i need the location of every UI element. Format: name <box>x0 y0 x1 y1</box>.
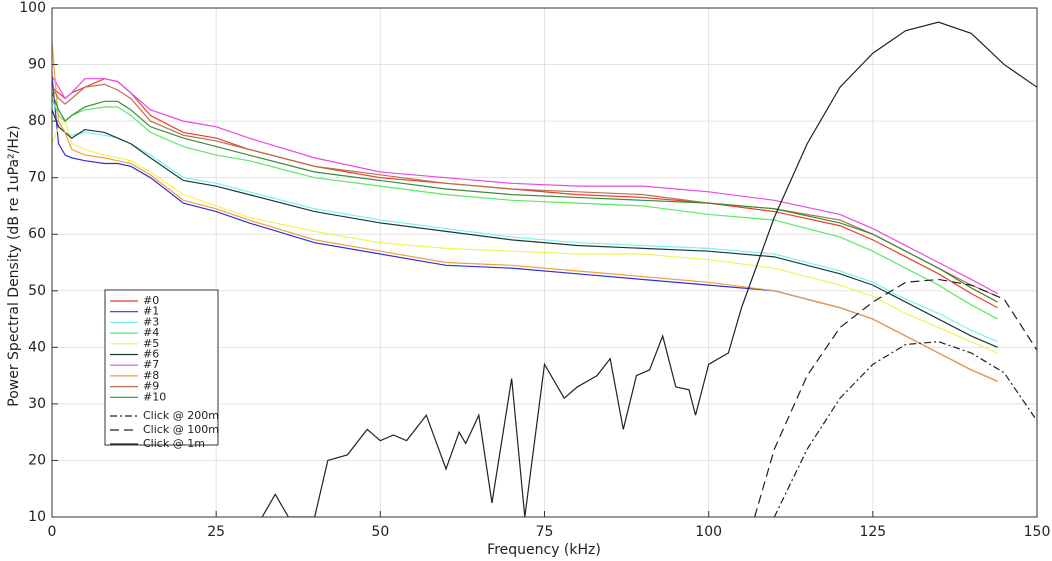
series-line <box>754 278 1037 517</box>
x-tick-label: 75 <box>536 524 554 540</box>
x-tick-label: 50 <box>371 524 389 540</box>
y-tick-label: 30 <box>28 396 46 412</box>
y-tick-label: 100 <box>19 0 46 16</box>
x-tick-label: 100 <box>695 524 722 540</box>
legend-label: #3 <box>143 315 159 328</box>
x-axis-label: Frequency (kHz) <box>487 542 601 558</box>
legend-label: #9 <box>143 380 159 393</box>
series-line <box>261 21 1037 517</box>
legend-label: #1 <box>143 305 159 318</box>
x-tick-label: 0 <box>48 524 57 540</box>
legend-label: #8 <box>143 369 159 382</box>
y-tick-label: 10 <box>28 509 46 525</box>
y-tick-label: 20 <box>28 452 46 468</box>
series-line <box>52 109 998 343</box>
legend-box <box>104 289 219 446</box>
lines <box>52 21 1037 517</box>
legend-label: Click @ 200m <box>143 409 219 422</box>
series-line <box>52 75 998 295</box>
x-tick-label: 150 <box>1024 524 1051 540</box>
y-tick-label: 70 <box>28 170 46 186</box>
legend-label: Click @ 100m <box>143 423 219 436</box>
series-line <box>773 341 1037 517</box>
series-line <box>52 109 998 348</box>
series-line <box>52 41 998 382</box>
ticks: 0 25 50 75 100 125 150 10 20 30 40 50 60 70 80 90 100 <box>19 0 1050 540</box>
legend-label: #6 <box>143 348 159 361</box>
legend-label: #5 <box>143 337 159 350</box>
y-tick-label: 80 <box>28 113 46 129</box>
series-line <box>52 98 998 320</box>
y-tick-label: 50 <box>28 283 46 299</box>
legend-label: #4 <box>143 326 159 339</box>
x-tick-label: 25 <box>207 524 225 540</box>
y-tick-label: 60 <box>28 226 46 242</box>
series-line <box>52 78 998 309</box>
legend-label: #10 <box>143 390 166 403</box>
series-line <box>52 120 998 354</box>
y-tick-label: 40 <box>28 339 46 355</box>
y-axis-label: Power Spectral Density (dB re 1uPa²/Hz) <box>6 125 22 406</box>
series-line <box>52 92 998 303</box>
y-tick-label: 90 <box>28 57 46 73</box>
legend-label: Click @ 1m <box>143 437 205 450</box>
x-tick-label: 125 <box>859 524 886 540</box>
legend-label: #7 <box>143 358 159 371</box>
legend-label: #0 <box>143 294 159 307</box>
